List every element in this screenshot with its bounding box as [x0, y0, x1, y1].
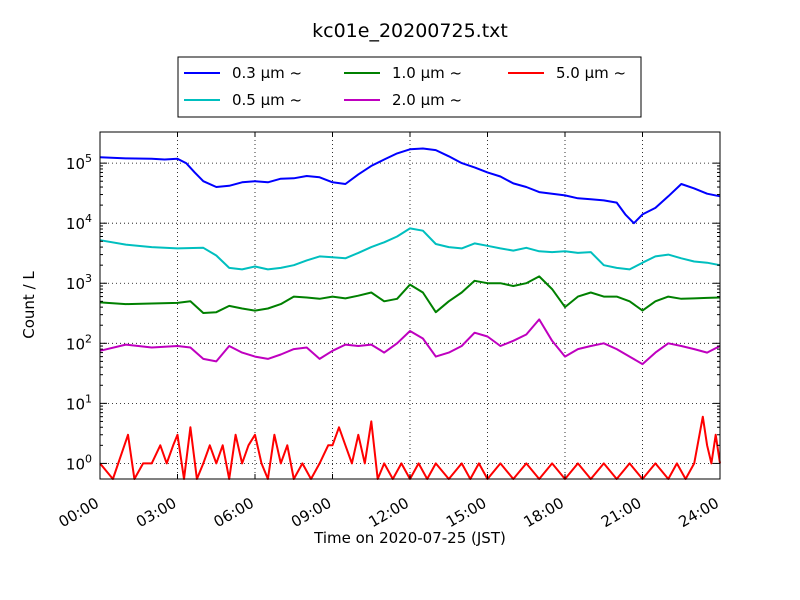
series-line-2: [99, 227, 721, 271]
x-tick-label: 15:00: [443, 494, 489, 531]
x-tick-label: 09:00: [288, 494, 334, 531]
x-tick-label: 00:00: [56, 494, 102, 531]
y-axis-label: Count / L: [20, 271, 38, 339]
y-tick-label: 105: [66, 152, 92, 173]
legend-label: 2.0 μm ~: [392, 91, 462, 109]
legend-label: 0.5 μm ~: [232, 91, 302, 109]
y-tick-label: 102: [66, 332, 92, 353]
legend-label: 5.0 μm ~: [556, 64, 626, 82]
legend-label: 1.0 μm ~: [392, 64, 462, 82]
series-line-4: [99, 318, 721, 366]
series-line-5: [99, 415, 721, 480]
series-line-1: [99, 147, 721, 225]
x-axis-label: Time on 2020-07-25 (JST): [313, 529, 506, 547]
data-series: [99, 147, 721, 480]
plot-frame: [99, 131, 721, 480]
x-tick-label: 12:00: [366, 494, 412, 531]
y-tick-label: 103: [66, 272, 92, 293]
y-tick-label: 100: [66, 452, 92, 473]
legend-label: 0.3 μm ~: [232, 64, 302, 82]
chart-title: kc01e_20200725.txt: [312, 20, 508, 42]
x-tick-label: 03:00: [133, 494, 179, 531]
y-tick-label: 101: [66, 392, 92, 413]
x-tick-label: 24:00: [676, 494, 722, 531]
grid-lines: [99, 132, 721, 479]
y-tick-label: 104: [66, 212, 92, 233]
series-line-3: [99, 275, 721, 314]
x-tick-label: 21:00: [598, 494, 644, 531]
plot-background: [100, 132, 720, 479]
x-tick-label: 18:00: [521, 494, 567, 531]
legend: 0.3 μm ~ 0.5 μm ~ 1.0 μm ~ 2.0 μm ~ 5.0 μm ~: [177, 56, 642, 118]
x-tick-label: 06:00: [211, 494, 257, 531]
legend-box: [177, 56, 642, 118]
